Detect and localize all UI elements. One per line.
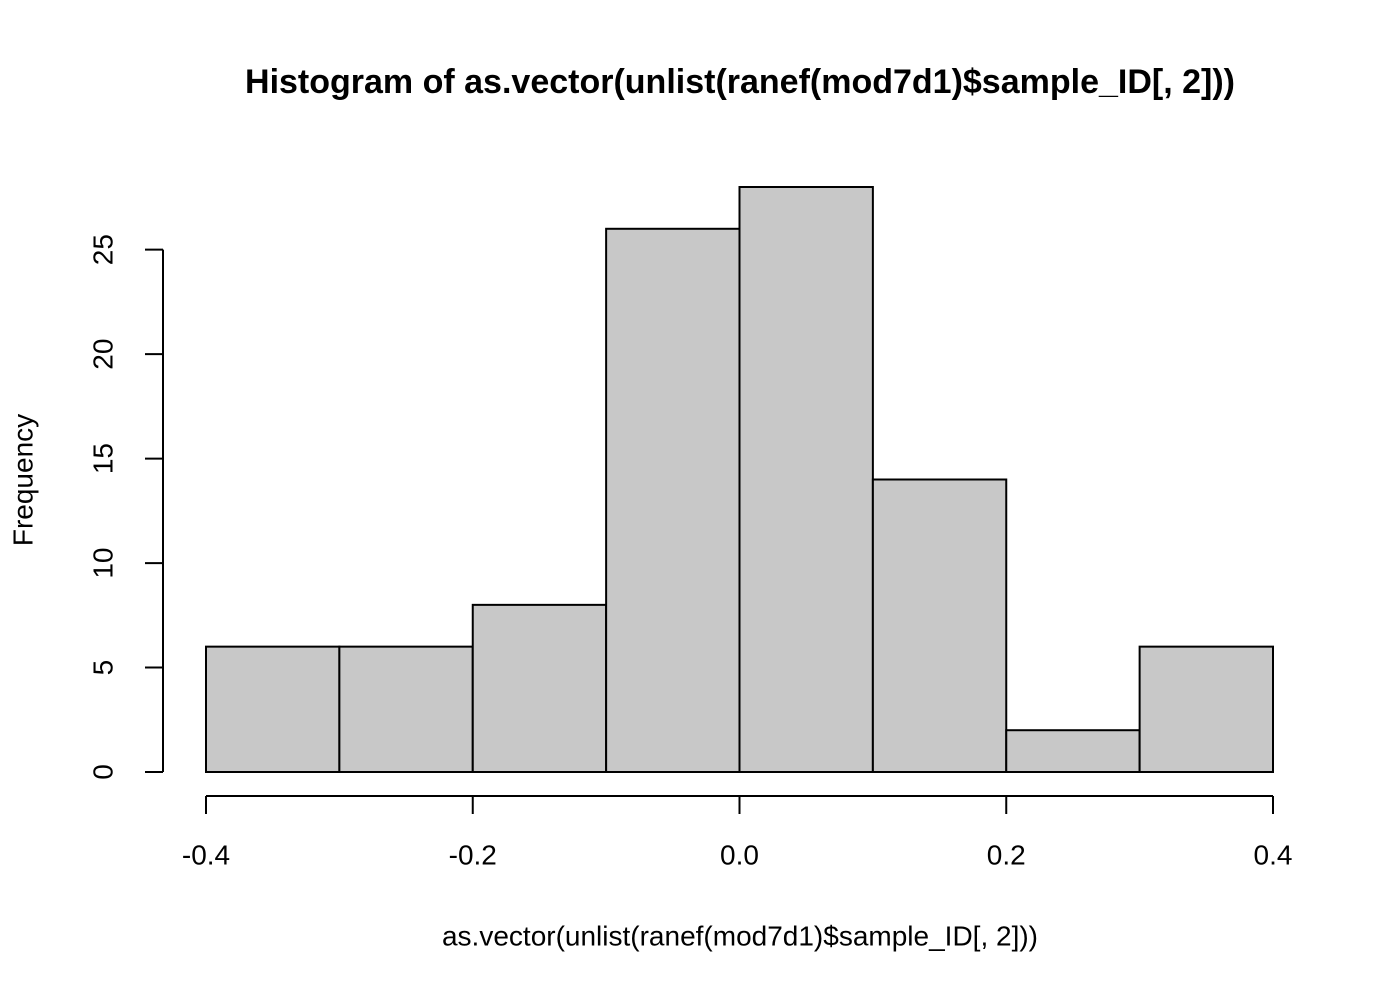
x-axis-label: as.vector(unlist(ranef(mod7d1)$sample_ID… — [442, 920, 1038, 951]
x-tick-label: 0.4 — [1254, 839, 1293, 870]
bar — [1005, 729, 1141, 774]
x-tick-label: -0.4 — [182, 839, 230, 870]
x-tick-label: 0.2 — [987, 839, 1026, 870]
bar — [338, 645, 474, 774]
bar — [605, 227, 741, 774]
bar — [471, 603, 608, 773]
bar — [871, 478, 1008, 773]
y-tick-label: 25 — [87, 234, 118, 265]
y-tick-label: 10 — [87, 547, 118, 578]
bar — [738, 186, 874, 773]
bar — [1138, 645, 1274, 774]
x-tick-label: -0.2 — [449, 839, 497, 870]
y-tick-label: 15 — [87, 443, 118, 474]
x-tick-label: 0.0 — [720, 839, 759, 870]
bar — [205, 645, 341, 774]
y-tick-label: 20 — [87, 339, 118, 370]
chart-title: Histogram of as.vector(unlist(ranef(mod7… — [245, 63, 1235, 101]
y-axis-label: Frequency — [7, 414, 38, 546]
y-tick-label: 5 — [87, 660, 118, 676]
y-tick-label: 0 — [87, 764, 118, 780]
